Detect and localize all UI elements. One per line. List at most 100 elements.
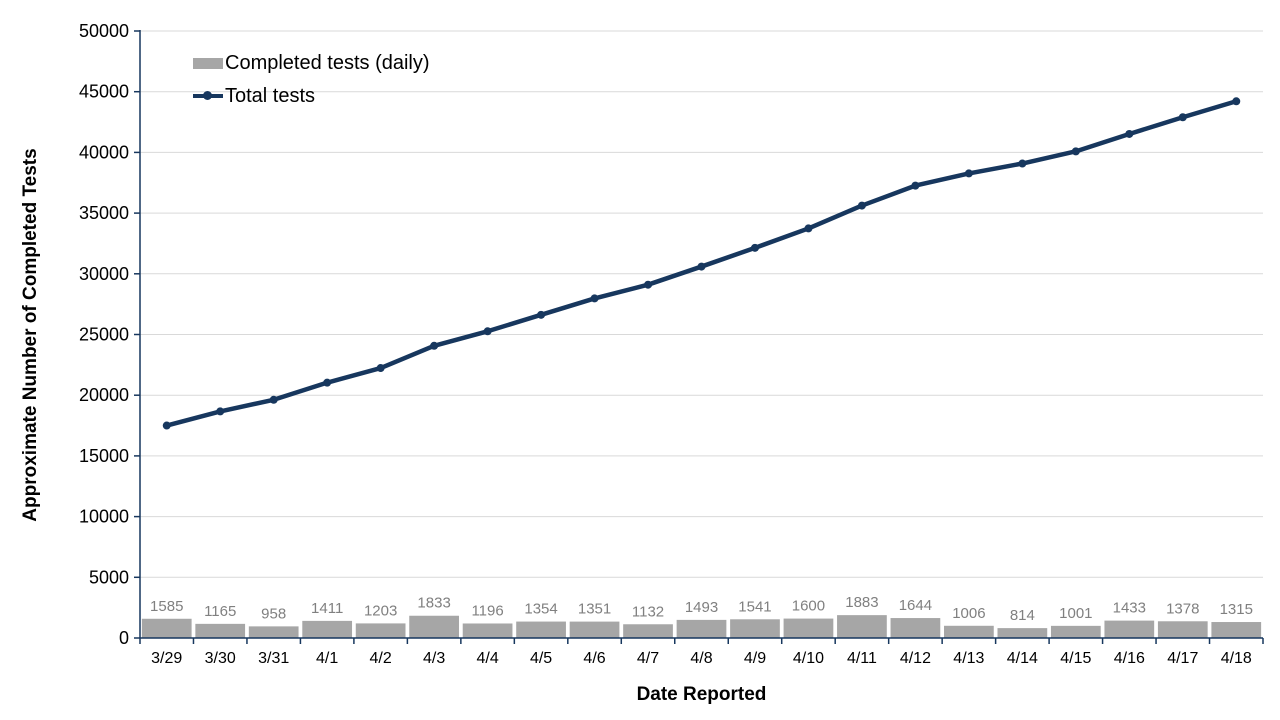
- line-series-swatch-icon: [193, 91, 223, 101]
- legend-item-daily-tests: Completed tests (daily): [193, 52, 430, 74]
- y-axis-tick-label: 50000: [79, 21, 129, 41]
- daily-bar: [623, 624, 673, 638]
- x-axis-tick-label: 4/8: [690, 650, 712, 667]
- bar-value-label: 1493: [685, 599, 718, 616]
- bar-value-label: 1644: [899, 597, 932, 614]
- daily-bar: [1050, 625, 1101, 638]
- total-tests-marker: [1232, 97, 1241, 106]
- total-tests-marker: [590, 294, 599, 303]
- x-axis-tick-label: 4/1: [316, 650, 338, 667]
- line-marker-dot-icon: [203, 91, 212, 101]
- bar-value-label: 1541: [738, 598, 771, 615]
- x-axis-tick-label: 3/31: [258, 650, 289, 667]
- x-axis-tick-label: 4/17: [1167, 650, 1198, 667]
- x-axis-title: Date Reported: [636, 684, 767, 705]
- y-axis-tick-label: 40000: [79, 142, 129, 162]
- x-axis-tick-label: 4/10: [793, 650, 824, 667]
- y-axis-tick-label: 15000: [79, 446, 129, 466]
- bar-value-label: 1833: [417, 595, 450, 612]
- daily-bar: [302, 620, 353, 638]
- x-axis-tick-label: 4/11: [847, 650, 877, 667]
- daily-bar: [997, 628, 1048, 638]
- x-axis-tick-label: 4/7: [637, 650, 659, 667]
- bar-value-label: 1354: [524, 601, 557, 618]
- x-axis-tick-label: 4/9: [744, 650, 766, 667]
- y-axis-tick-label: 10000: [79, 507, 129, 527]
- x-axis-tick-label: 4/4: [476, 650, 498, 667]
- bar-value-label: 1378: [1166, 600, 1199, 617]
- total-tests-marker: [911, 181, 920, 190]
- total-tests-marker: [804, 224, 813, 233]
- y-axis-tick-label: 45000: [79, 82, 129, 102]
- y-axis-tick-label: 5000: [89, 567, 129, 587]
- daily-bar: [944, 625, 994, 638]
- total-tests-marker: [483, 327, 492, 336]
- legend: Completed tests (daily) Total tests: [193, 52, 430, 107]
- legend-item-total-tests: Total tests: [193, 85, 430, 107]
- daily-bar: [730, 619, 780, 638]
- total-tests-marker: [1125, 129, 1134, 138]
- bar-value-label: 1203: [364, 602, 397, 619]
- bar-value-label: 958: [261, 605, 286, 622]
- x-axis-tick-label: 4/2: [370, 650, 392, 667]
- x-axis-tick-label: 3/29: [151, 650, 182, 667]
- y-axis-tick-label: 0: [119, 628, 129, 648]
- total-tests-marker: [750, 243, 759, 252]
- bar-value-label: 1006: [952, 605, 985, 622]
- daily-bar: [355, 623, 406, 638]
- total-tests-marker: [269, 395, 278, 404]
- y-axis-tick-label: 30000: [79, 264, 129, 284]
- total-tests-marker: [376, 364, 385, 373]
- daily-bar: [837, 615, 887, 638]
- x-axis-tick-label: 4/12: [900, 650, 931, 667]
- x-axis-tick-label: 4/18: [1221, 650, 1252, 667]
- daily-bar: [1157, 621, 1208, 638]
- bar-value-label: 814: [1010, 607, 1035, 624]
- daily-bar: [141, 618, 192, 638]
- total-tests-marker: [857, 201, 866, 210]
- total-tests-marker: [1178, 113, 1187, 122]
- legend-label-daily: Completed tests (daily): [225, 52, 430, 74]
- daily-bar: [1104, 620, 1155, 638]
- total-tests-marker: [430, 341, 439, 350]
- total-tests-marker: [162, 421, 171, 430]
- x-axis-tick-label: 4/5: [530, 650, 552, 667]
- total-tests-marker: [216, 407, 225, 416]
- bar-value-label: 1883: [845, 594, 878, 611]
- daily-bar: [783, 618, 834, 638]
- y-axis-tick-label: 20000: [79, 385, 129, 405]
- bar-value-label: 1165: [204, 603, 236, 620]
- daily-bar: [676, 619, 727, 638]
- total-tests-marker: [537, 310, 546, 319]
- bar-series-swatch-icon: [193, 57, 223, 69]
- total-tests-marker: [1071, 147, 1080, 156]
- daily-bar: [890, 618, 941, 638]
- bar-value-label: 1411: [311, 600, 343, 617]
- total-tests-marker: [964, 169, 973, 178]
- bar-value-label: 1315: [1220, 601, 1253, 618]
- daily-bar: [195, 623, 246, 638]
- x-axis-tick-label: 4/14: [1007, 650, 1038, 667]
- legend-label-total: Total tests: [225, 85, 316, 107]
- total-tests-marker: [1018, 159, 1027, 168]
- total-tests-marker: [644, 280, 653, 289]
- daily-bar: [248, 626, 299, 638]
- y-axis-tick-label: 25000: [79, 325, 129, 345]
- daily-bar: [1211, 622, 1262, 638]
- total-tests-marker: [697, 262, 706, 271]
- total-tests-marker: [323, 378, 332, 387]
- x-axis-tick-label: 4/3: [423, 650, 445, 667]
- x-axis-tick-label: 4/13: [953, 650, 984, 667]
- daily-bar: [462, 623, 513, 638]
- bar-value-label: 1600: [792, 598, 825, 615]
- x-axis-tick-label: 4/6: [583, 650, 605, 667]
- x-axis-tick-label: 4/15: [1060, 650, 1091, 667]
- bar-value-label: 1132: [632, 603, 664, 620]
- x-axis-tick-label: 3/30: [205, 650, 236, 667]
- bar-value-label: 1196: [471, 602, 503, 619]
- x-axis-tick-label: 4/16: [1114, 650, 1145, 667]
- y-axis-tick-label: 35000: [79, 203, 129, 223]
- daily-bar: [516, 621, 566, 638]
